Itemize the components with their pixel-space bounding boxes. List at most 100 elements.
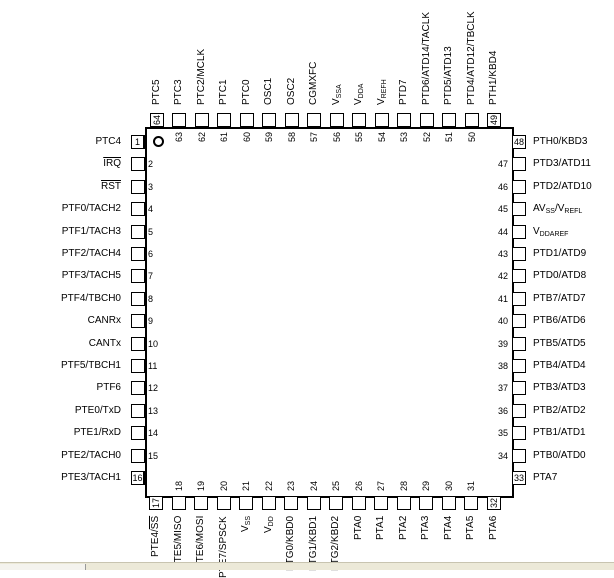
pin-number: 36 — [497, 405, 508, 416]
pin-59 — [262, 113, 276, 127]
pin-label-part: PTB4/ATD4 — [533, 360, 586, 371]
pin-number: 60 — [241, 131, 252, 142]
pin-label-part: PTF2/TACH4 — [61, 248, 121, 259]
pin-52 — [419, 113, 434, 127]
pin-number: 24 — [308, 480, 319, 491]
pin-label: PTB4/ATD4 — [533, 360, 586, 371]
pin-label-part: AV — [533, 203, 546, 215]
pin-label-part: OSC1 — [263, 77, 274, 105]
pin-label-part: DD — [267, 516, 275, 527]
pin-20 — [216, 496, 231, 510]
pin-label-part: PTD4/ATD12/TBCLK — [465, 11, 477, 105]
pin-label-part: PTE0/TxD — [74, 404, 121, 416]
pin-label-part: PTD3/ATD11 — [533, 158, 591, 170]
pin-64: 64 — [149, 113, 164, 127]
pin-34 — [512, 448, 526, 463]
pin-number: 59 — [264, 131, 274, 142]
pin-56 — [329, 113, 344, 127]
pin-label-part: PTE1/RxD — [73, 427, 121, 439]
pin-number: 11 — [148, 361, 158, 371]
pin-label: PTC5 — [151, 79, 162, 105]
pin-label-part: CANTx — [88, 337, 121, 349]
pin-label-part: PTF0/TACH2 — [61, 203, 121, 215]
pin-number: 51 — [444, 131, 454, 142]
pin-label-part: PTF5/TBCH1 — [60, 360, 121, 371]
pin-38 — [512, 359, 526, 373]
pin-label: PTC0 — [241, 79, 252, 105]
pin-label: PTD7 — [398, 79, 409, 105]
status-bar — [0, 562, 614, 570]
pin-label-part: DDAREF — [539, 230, 569, 238]
pin-label-part: PTD7 — [398, 79, 409, 105]
pin-31 — [464, 496, 478, 510]
pin-label: PTF3/TACH5 — [62, 270, 121, 281]
pin-number: 9 — [148, 316, 154, 327]
pin-label-part: PTB0/ATD0 — [533, 449, 586, 461]
pin-39 — [512, 336, 526, 351]
pin-label-part: PTH1/KBD4 — [488, 50, 499, 105]
pin-47 — [512, 157, 526, 172]
pin-number: 58 — [286, 131, 297, 142]
pin-number: 26 — [353, 480, 364, 491]
pin-number: 54 — [376, 131, 387, 142]
pin-3 — [131, 179, 145, 194]
pin-60 — [239, 113, 254, 127]
pin-number: 35 — [497, 428, 508, 439]
pin-57 — [307, 113, 321, 127]
pin-label: PTA6 — [488, 516, 499, 540]
pin-number: 47 — [497, 159, 508, 170]
pin-number: 62 — [196, 131, 207, 142]
pin-43 — [512, 247, 526, 261]
pin-label-part: REFL — [564, 208, 583, 216]
pin-label: PTE2/TACH0 — [61, 450, 121, 461]
pin-label-part: PTC0 — [240, 79, 252, 105]
pin-label: PTB0/ATD0 — [533, 450, 586, 461]
pin-label: PTB1/ATD1 — [533, 427, 586, 438]
pin-number: 38 — [497, 361, 508, 371]
pin-label-part: IRQ — [103, 158, 121, 170]
pin-label-part: PTE2/TACH0 — [61, 449, 121, 461]
pin-label-part: SS — [245, 515, 252, 526]
pin-33: 33 — [512, 471, 526, 485]
pin-7 — [131, 269, 145, 284]
pin-number: 20 — [218, 480, 229, 491]
pin-label-part: PTH0/KBD3 — [533, 136, 588, 147]
pin-44 — [512, 224, 526, 239]
pin-label: PTD1/ATD9 — [533, 248, 586, 259]
pin-13 — [131, 403, 145, 418]
pin-number: 28 — [398, 480, 409, 491]
pin-number: 14 — [148, 428, 159, 439]
pin-number: 43 — [497, 249, 508, 259]
pin-number: 56 — [331, 131, 342, 142]
pin-label: PTC4 — [95, 136, 121, 147]
pin-label: PTF4/TBCH0 — [61, 293, 121, 304]
pin-25 — [329, 496, 343, 510]
pin-label: PTA4 — [443, 516, 454, 540]
pin-label-part: PTB3/ATD3 — [533, 382, 586, 394]
pin-22 — [261, 496, 276, 510]
pin-5 — [131, 224, 145, 239]
pin-label: PTE5/MISO — [173, 516, 184, 569]
pin-label: VDD — [263, 516, 275, 533]
pin-12 — [131, 381, 145, 396]
pin-number: 18 — [173, 480, 184, 491]
pin-label: VSSA — [331, 84, 343, 105]
pin-label: PTE0/TxD — [75, 405, 121, 416]
pin-58 — [284, 113, 299, 127]
pin-label: PTD4/ATD12/TBCLK — [466, 11, 477, 105]
pin-label-part: DDA — [358, 83, 365, 99]
pin-label-part: RST — [101, 180, 121, 192]
pin-label-part: PTE3/TACH1 — [61, 472, 121, 483]
pin-label: PTB7/ATD7 — [533, 293, 586, 304]
pin-label: PTA2 — [398, 516, 409, 540]
pin-label-part: PTB1/ATD1 — [533, 427, 586, 439]
pin-6 — [131, 247, 145, 261]
pin-number: 61 — [219, 131, 229, 142]
pin-label-part: PTC3 — [173, 79, 184, 105]
pin-label-part: PTB2/ATD2 — [533, 404, 586, 416]
pin-label-part: PTB6/ATD6 — [533, 315, 586, 327]
pin-label: PTA1 — [375, 516, 386, 540]
pin-label-part: PTB7/ATD7 — [533, 292, 586, 304]
pin-label-part: PTA1 — [375, 515, 386, 540]
pin-number: 40 — [497, 316, 508, 327]
